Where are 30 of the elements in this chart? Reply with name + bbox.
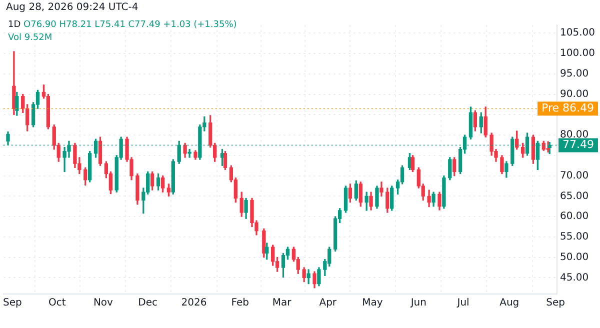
x-tick-label: Apr <box>319 298 338 309</box>
y-tick-label: 95.00 <box>560 68 589 80</box>
y-tick-label: 105.00 <box>560 28 596 39</box>
x-tick-label: May <box>362 298 383 309</box>
chart-title: Aug 28, 2026 09:24 UTC-4 <box>6 2 138 13</box>
y-tick-label: 45.00 <box>560 272 589 284</box>
x-tick-label: Nov <box>93 298 114 309</box>
x-tick-label: Sep <box>546 298 565 309</box>
x-tick-label: Jul <box>456 298 470 309</box>
y-tick-label: 90.00 <box>560 88 589 100</box>
x-tick-label: Aug <box>500 298 520 309</box>
x-tick-label: Sep <box>3 298 22 309</box>
y-tick-label: 55.00 <box>560 232 589 243</box>
y-tick-label: 50.00 <box>560 252 589 263</box>
x-tick-label: Feb <box>231 298 249 309</box>
y-tick-label: 80.00 <box>560 130 589 141</box>
y-tick-label: 100.00 <box>560 48 596 60</box>
x-tick-label: Jun <box>410 298 426 309</box>
annotation: Vol 9.52M <box>8 33 52 43</box>
x-tick-label: Oct <box>48 298 66 309</box>
y-tick-label: 70.00 <box>560 170 589 182</box>
ref-line-label: 77.49 <box>562 138 594 152</box>
x-tick-label: 2026 <box>181 298 207 309</box>
y-tick-label: 65.00 <box>560 190 589 202</box>
y-tick-label: 60.00 <box>560 211 589 222</box>
ref-line-label: Pre 86.49 <box>542 101 594 114</box>
x-tick-label: Dec <box>138 298 158 309</box>
annotation: O76.90 H78.21 L75.41 C77.49 +1.03 (+1.35%) <box>24 20 237 30</box>
x-tick-label: Mar <box>272 298 292 309</box>
annotation: 1D <box>8 20 21 30</box>
